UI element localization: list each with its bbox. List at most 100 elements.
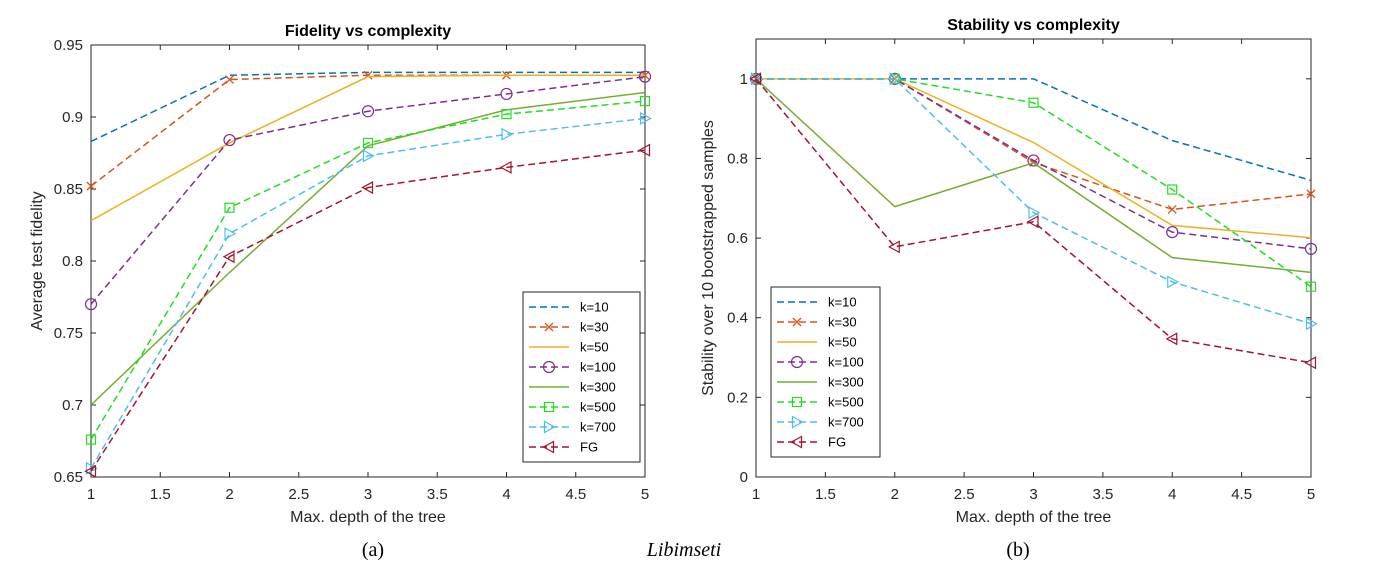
data-point-k-100 xyxy=(1166,226,1179,239)
data-point-k-500 xyxy=(639,96,651,107)
y-tick-label: 0.85 xyxy=(54,181,83,198)
x-tick-label: 5 xyxy=(641,486,649,503)
y-tick-label: 1 xyxy=(740,71,748,88)
series-line-k-700 xyxy=(90,117,646,469)
data-point-k-500 xyxy=(85,434,97,445)
y-tick-label: 0.95 xyxy=(54,37,83,54)
legend-marker-k-30 xyxy=(544,322,554,332)
series-line-k-300 xyxy=(90,91,646,406)
legend-marker-k-100 xyxy=(542,360,556,374)
data-point-k-100 xyxy=(1027,154,1040,167)
data-point-fg xyxy=(1165,332,1178,346)
y-tick-label: 0.9 xyxy=(62,109,83,126)
y-axis-label: Average test fidelity xyxy=(29,191,46,330)
series-fg xyxy=(749,72,1317,370)
x-tick-label: 4 xyxy=(502,486,510,503)
series-k-50 xyxy=(90,74,645,222)
data-point-k-500 xyxy=(1305,281,1317,292)
data-point-fg xyxy=(1304,356,1317,370)
legend-label-k-500: k=500 xyxy=(580,400,616,415)
series-line-fg xyxy=(90,149,646,472)
data-point-k-700 xyxy=(501,127,514,141)
legend-label-k-500: k=500 xyxy=(828,395,864,410)
data-point-fg xyxy=(499,160,512,174)
data-point-k-100 xyxy=(500,87,513,101)
y-tick-label: 0.75 xyxy=(54,325,83,342)
x-tick-label: 1 xyxy=(752,486,760,503)
x-tick-label: 2 xyxy=(225,486,233,503)
x-tick-label: 3 xyxy=(364,486,372,503)
legend-label-k-100: k=100 xyxy=(580,360,616,375)
legend-marker-k-700 xyxy=(543,420,556,434)
legend-label-k-700: k=700 xyxy=(828,415,864,430)
series-line-k-700 xyxy=(756,78,1312,325)
data-point-k-500 xyxy=(362,137,374,149)
y-tick-label: 0.6 xyxy=(727,230,748,247)
x-tick-label: 3.5 xyxy=(427,486,448,503)
y-tick-label: 0.8 xyxy=(727,150,748,167)
x-tick-label: 3 xyxy=(1029,486,1037,503)
data-point-k-700 xyxy=(362,149,375,163)
data-point-fg xyxy=(84,464,97,478)
data-point-fg xyxy=(888,240,900,254)
data-point-k-500 xyxy=(1028,97,1039,108)
legend-label-fg: FG xyxy=(580,440,598,455)
data-point-k-500 xyxy=(224,202,235,213)
data-point-k-700 xyxy=(889,72,902,86)
chart-title: Stability vs complexity xyxy=(947,17,1120,34)
legend-label-fg: FG xyxy=(828,435,846,450)
data-point-k-700 xyxy=(1028,206,1041,220)
series-line-k-300 xyxy=(755,78,1312,274)
legend-marker-fg xyxy=(542,440,555,454)
x-axis-label: Max. depth of the tree xyxy=(290,509,446,526)
series-k-300 xyxy=(755,78,1312,274)
y-tick-label: 0 xyxy=(740,469,748,486)
x-tick-label: 5 xyxy=(1307,486,1315,503)
data-point-k-100 xyxy=(1304,242,1318,255)
y-tick-label: 0.2 xyxy=(727,389,748,406)
caption-center: Libimseti xyxy=(646,539,721,561)
x-tick-label: 1.5 xyxy=(815,486,836,503)
data-point-fg xyxy=(638,143,651,157)
legend-label-k-700: k=700 xyxy=(580,420,616,435)
legend-label-k-50: k=50 xyxy=(580,340,609,355)
series-k-500 xyxy=(85,96,651,445)
legend-label-k-300: k=300 xyxy=(580,380,616,395)
data-point-k-100 xyxy=(361,105,375,118)
series-k-700 xyxy=(85,111,652,475)
caption-left: (a) xyxy=(362,539,384,561)
x-tick-label: 1.5 xyxy=(150,486,171,503)
y-tick-label: 0.65 xyxy=(54,469,83,486)
y-tick-label: 0.7 xyxy=(62,397,83,414)
x-tick-label: 1 xyxy=(87,486,95,503)
data-point-k-500 xyxy=(501,109,512,120)
data-point-k-30 xyxy=(1306,189,1316,199)
x-axis-label: Max. depth of the tree xyxy=(956,509,1112,526)
data-point-k-700 xyxy=(1305,317,1318,331)
x-tick-label: 3.5 xyxy=(1092,486,1113,503)
data-point-fg xyxy=(222,250,235,264)
x-tick-label: 4 xyxy=(1168,486,1176,503)
data-point-k-700 xyxy=(1167,275,1179,289)
y-tick-label: 0.8 xyxy=(62,253,83,270)
legend-marker-k-500 xyxy=(791,396,803,408)
y-tick-label: 0.4 xyxy=(727,310,748,327)
stability-chart: 1 1.5 2 2.5 3 3.5 4 4.5 5 0 0.2 0.4 0.6 0.8 1 Stability… xyxy=(700,17,1318,526)
x-tick-label: 2.5 xyxy=(954,486,975,503)
data-point-k-700 xyxy=(224,227,237,241)
data-point-k-500 xyxy=(1167,184,1178,195)
series-fg xyxy=(84,143,651,478)
legend-marker-k-500 xyxy=(543,401,555,413)
caption-right: (b) xyxy=(1006,539,1029,561)
series-line-k-10 xyxy=(90,71,645,143)
legend-marker-k-700 xyxy=(791,415,804,429)
legend: k=10 k=30 k=50 k=100 k=300 k=500 k=700 FG xyxy=(770,286,881,458)
series-k-10 xyxy=(90,71,645,143)
series-line-k-100 xyxy=(90,75,646,305)
series-k-300 xyxy=(90,91,646,406)
legend-label-k-30: k=30 xyxy=(580,320,609,335)
chart-title: Fidelity vs complexity xyxy=(285,23,451,40)
legend-label-k-10: k=10 xyxy=(580,300,609,315)
data-point-fg xyxy=(1026,215,1039,229)
